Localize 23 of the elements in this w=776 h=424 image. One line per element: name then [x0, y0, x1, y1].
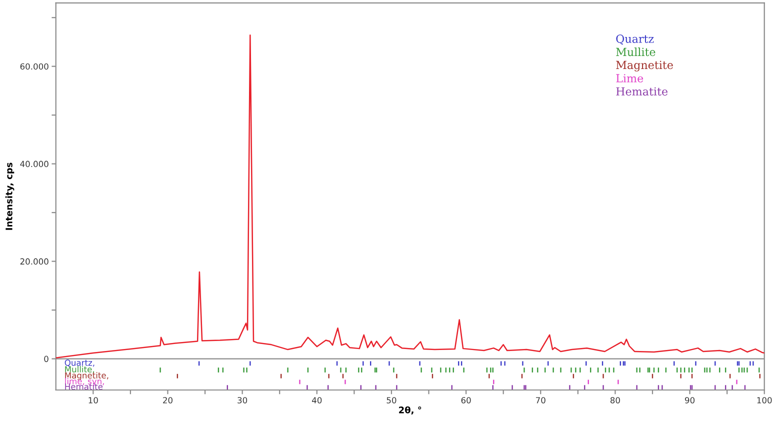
x-tick-label: 60 [461, 397, 471, 404]
x-tick-label: 90 [685, 397, 695, 404]
y-tick-label: 40.000 [20, 160, 48, 168]
y-tick-label: 0 [44, 356, 48, 362]
annotation: Mullite, [65, 366, 94, 374]
x-tick-label: 80 [610, 397, 620, 404]
y-tick-label: 20.000 [20, 258, 48, 265]
text: Lime [616, 74, 644, 82]
text: Mullite [616, 48, 656, 56]
x-tick-label: 40 [312, 397, 322, 404]
x-axis-title: 2θ, ° [399, 406, 422, 415]
x-tick-label: 70 [536, 397, 546, 404]
x-tick-label: 10 [88, 397, 98, 404]
x-tick-label: 20 [163, 397, 172, 404]
y-axis-title: Intensity, cps [5, 162, 14, 230]
text: Magnetite [616, 60, 673, 72]
x-tick-label: 30 [238, 397, 248, 404]
y-tick-label: 60.000 [20, 63, 48, 70]
x-tick-label: 50 [386, 397, 396, 404]
text: Quartz [616, 34, 654, 45]
x-tick-label: 100 [757, 397, 772, 404]
annotation: Quartz, [64, 360, 94, 367]
text: Hematite [616, 87, 668, 96]
